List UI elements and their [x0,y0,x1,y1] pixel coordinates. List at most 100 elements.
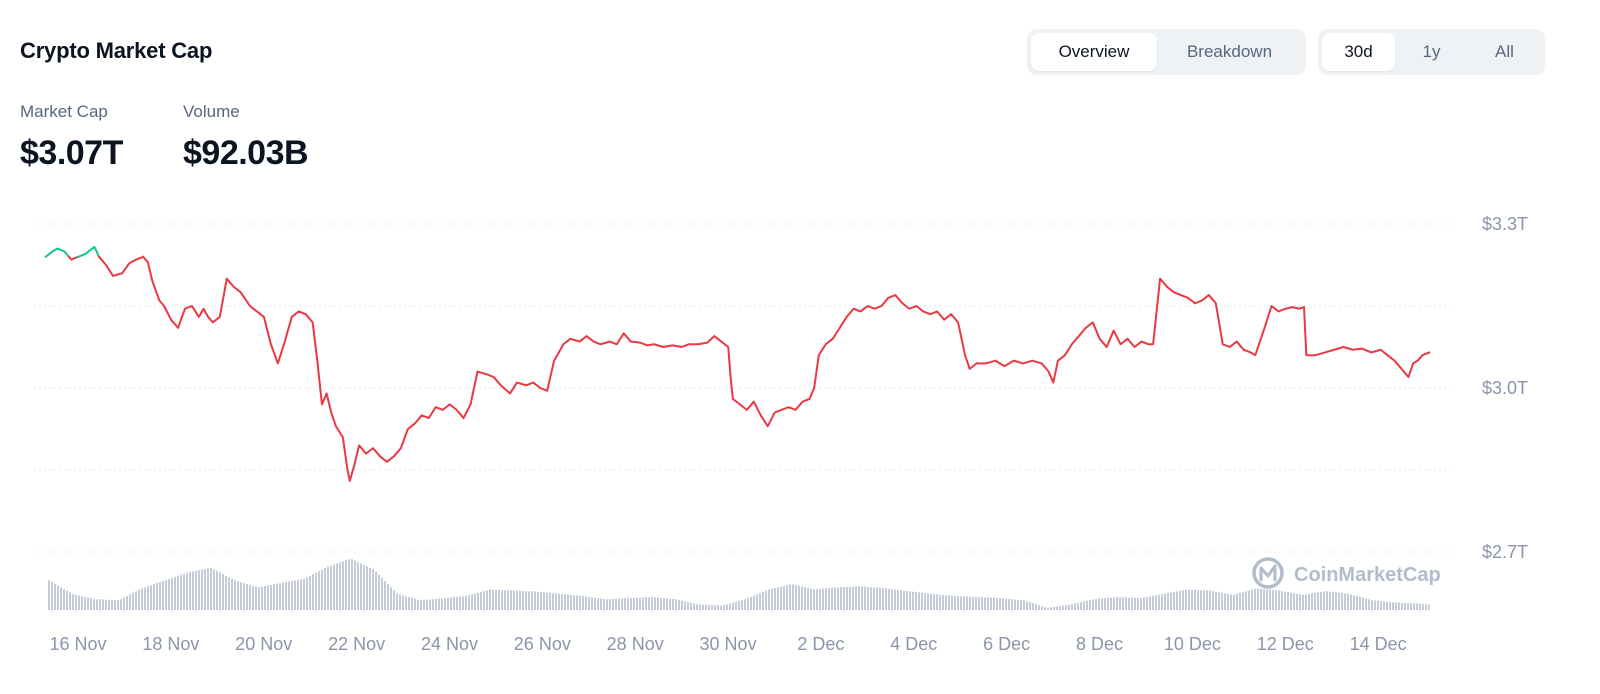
volume-bar [135,591,137,610]
volume-bar [399,594,401,610]
volume-bar [807,587,809,610]
volume-bar [588,596,590,610]
volume-bar [1023,600,1025,610]
volume-bar [1131,597,1133,610]
volume-bar [201,569,203,610]
volume-bar [492,589,494,610]
volume-bar [552,593,554,610]
volume-bar [999,598,1001,610]
y-axis: $3.3T $3.0T $2.7T [1482,214,1528,562]
tab-overview[interactable]: Overview [1031,33,1157,71]
volume-bar [123,597,125,610]
volume-bar [498,589,500,610]
tab-breakdown[interactable]: Breakdown [1186,42,1273,61]
volume-bar [366,566,368,610]
range-1y[interactable]: 1y [1422,42,1441,61]
volume-bar [441,598,443,610]
volume-bar [1002,598,1004,610]
volume-bar [1095,598,1097,610]
volume-bar [759,593,761,610]
volume-bar [1074,603,1076,610]
volume-bar [393,590,395,610]
volume-bar [840,587,842,610]
volume-bar [1086,600,1088,610]
volume-bar [774,588,776,610]
volume-bar [747,598,749,610]
volume-bar [1152,595,1154,610]
volume-bar [1398,602,1400,610]
volume-bar [1416,603,1418,610]
volume-bar [213,569,215,610]
price-line-up-segment [44,247,70,258]
volume-bar [321,569,323,610]
volume-bar [1371,600,1373,610]
volume-bar [177,575,179,610]
volume-bar [1038,605,1040,610]
volume-bar [618,598,620,610]
x-tick-label: 22 Nov [328,634,385,654]
volume-bar [1014,599,1016,610]
volume-bar [102,599,104,610]
volume-bar [912,591,914,610]
volume-bar [735,601,737,610]
volume-bar [342,561,344,610]
volume-bar [522,591,524,610]
volume-bar [690,602,692,610]
range-all[interactable]: All [1495,42,1514,61]
volume-bar [891,589,893,610]
grid-lines [34,223,1452,553]
volume-bar [981,597,983,610]
volume-bar [1143,597,1145,610]
volume-bar [1404,602,1406,610]
volume-bar [1251,589,1253,610]
volume-bar [804,587,806,610]
volume-bar [159,582,161,610]
volume-bar [1029,602,1031,610]
volume-bar [849,586,851,610]
volume-bar [51,582,53,610]
volume-bar [591,597,593,610]
volume-bar [729,603,731,610]
volume-bar [609,599,611,610]
volume-bar [1377,600,1379,610]
volume-bar [1041,606,1043,610]
volume-bar [69,592,71,610]
volume-bar [816,589,818,610]
volume-bar [180,574,182,610]
volume-bar [1065,605,1067,610]
volume-bar [585,596,587,610]
volume-bar [411,597,413,610]
volume-bar [276,583,278,610]
volume-bar [333,564,335,610]
volume-bar [192,571,194,610]
volume-bar [822,588,824,610]
volume-bar [363,564,365,610]
volume-bar [1425,604,1427,610]
volume-bar [909,591,911,610]
volume-bar [696,604,698,610]
volume-bar [576,595,578,610]
volume-bar [990,597,992,610]
volume-bar [1098,598,1100,610]
volume-bar [162,581,164,610]
volume-bar [1056,606,1058,610]
volume-bar [660,597,662,610]
volume-bar [255,586,257,610]
volume-label: Volume [183,102,240,121]
volume-bar [207,568,209,610]
volume-bar [138,589,140,610]
range-toggle: 30d 1y All [1318,29,1545,75]
range-30d[interactable]: 30d [1322,33,1395,71]
volume-bar [1353,595,1355,610]
volume-bar [429,599,431,610]
volume-bar [957,596,959,610]
volume-bar [666,598,668,610]
volume-bar [933,594,935,610]
volume-bar [495,589,497,610]
volume-bar [1374,600,1376,610]
volume-bar [1221,592,1223,610]
volume-bar [699,604,701,610]
volume-bar [336,563,338,610]
volume-bar [111,599,113,610]
